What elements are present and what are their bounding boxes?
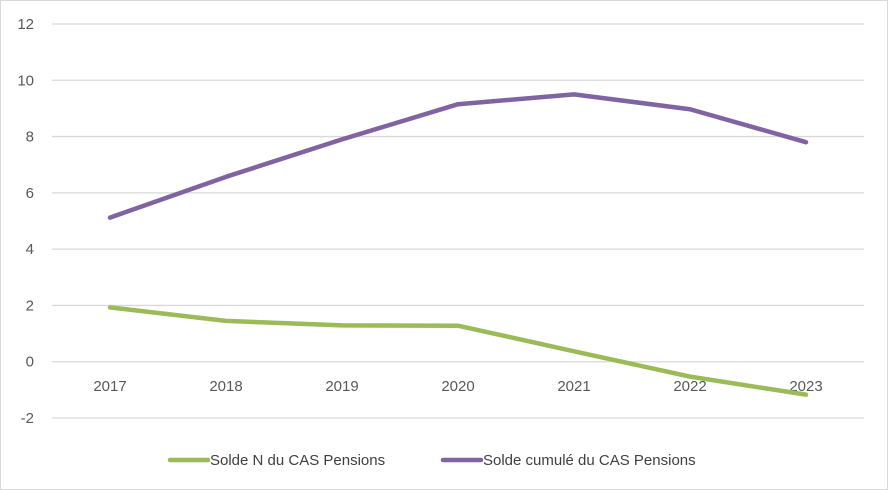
x-tick-label: 2023 bbox=[789, 378, 822, 395]
series-lines bbox=[107, 92, 809, 397]
y-tick-label: 4 bbox=[26, 241, 34, 258]
legend: Solde N du CAS Pensions Solde cumulé du C… bbox=[167, 452, 696, 469]
y-tick-label: -2 bbox=[21, 410, 34, 427]
y-axis-ticks: -2 0 2 4 6 8 10 12 bbox=[17, 16, 34, 427]
x-tick-label: 2017 bbox=[93, 378, 126, 395]
x-tick-label: 2018 bbox=[209, 378, 242, 395]
y-tick-label: 0 bbox=[26, 354, 34, 371]
y-tick-label: 10 bbox=[17, 72, 34, 89]
x-tick-label: 2020 bbox=[441, 378, 474, 395]
y-tick-label: 12 bbox=[17, 16, 34, 33]
gridlines bbox=[52, 23, 864, 419]
series-line-solde-cumule bbox=[107, 92, 809, 220]
y-tick-label: 8 bbox=[26, 129, 34, 146]
y-tick-label: 6 bbox=[26, 185, 34, 202]
y-tick-label: 2 bbox=[26, 297, 34, 314]
legend-label: Solde cumulé du CAS Pensions bbox=[483, 452, 696, 469]
x-tick-label: 2022 bbox=[673, 378, 706, 395]
x-axis-ticks: 2017 2018 2019 2020 2021 2022 2023 bbox=[93, 378, 822, 395]
x-tick-label: 2021 bbox=[557, 378, 590, 395]
legend-label: Solde N du CAS Pensions bbox=[210, 452, 385, 469]
x-tick-label: 2019 bbox=[325, 378, 358, 395]
